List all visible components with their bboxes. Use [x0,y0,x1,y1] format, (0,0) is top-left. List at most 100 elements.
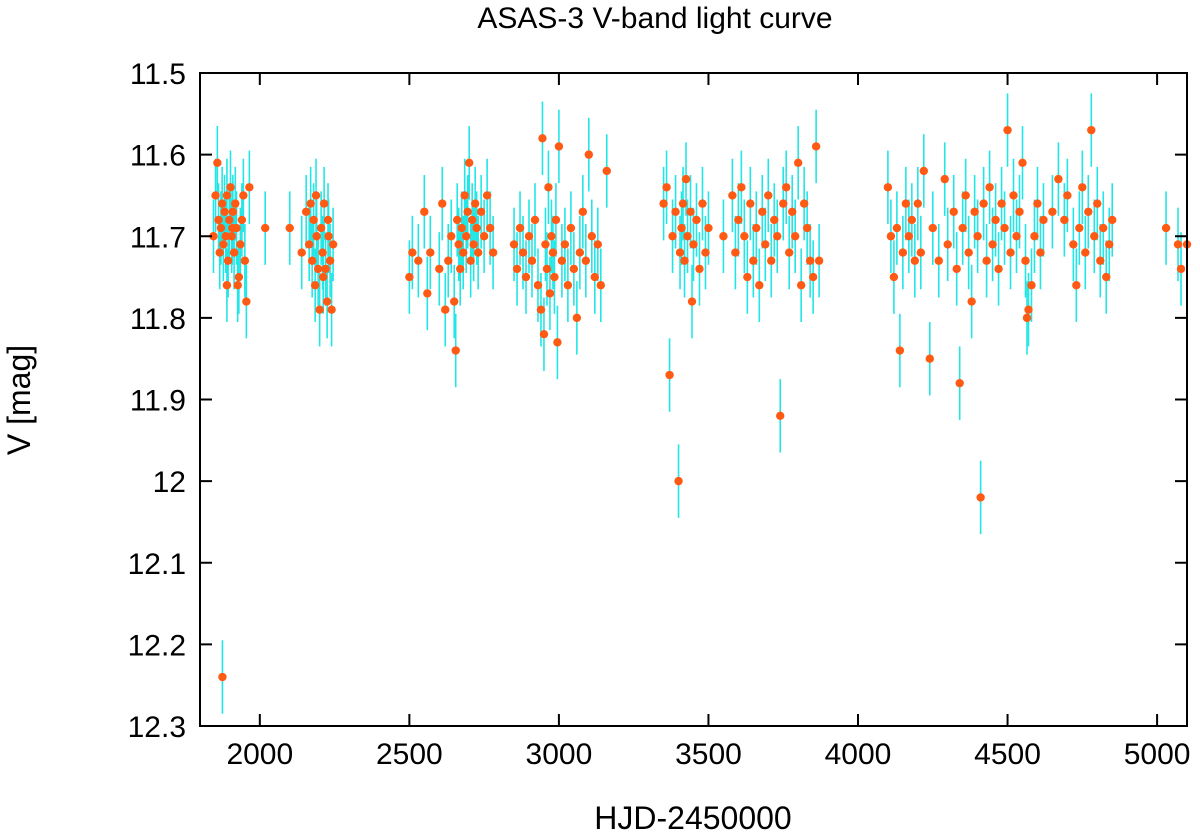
data-point [521,272,531,282]
data-point [245,183,254,192]
data-point [997,199,1006,208]
data-point [698,199,707,208]
data-point [773,232,782,241]
data-point [325,256,335,265]
data-point [1009,191,1018,200]
data-point [776,411,785,421]
data-point [681,174,691,184]
data-point [213,158,222,167]
data-point [466,256,475,265]
data-point [542,264,552,274]
data-point [1078,183,1087,192]
data-point [1030,232,1039,241]
data-point [662,183,671,192]
data-point [220,207,229,216]
data-point [805,256,815,265]
data-point [1087,125,1096,135]
data-point [587,232,597,241]
data-point [457,223,466,233]
data-point [463,207,472,216]
data-point [226,183,235,192]
data-point [547,232,556,241]
data-point [955,378,964,388]
data-point [1024,305,1033,314]
data-point [1081,248,1090,257]
data-point [584,150,594,159]
data-point [731,248,740,257]
data-point [319,272,328,282]
data-point [237,215,247,225]
data-point [518,248,528,257]
data-point [467,215,477,225]
data-point [515,223,525,233]
data-point [482,191,492,200]
data-point [764,191,773,200]
data-point [1090,232,1099,241]
data-point [444,256,453,265]
data-point [788,207,797,216]
data-point [728,191,737,200]
y-tick-label: 12 [153,466,186,499]
data-point [550,272,559,282]
data-point [701,248,710,257]
data-point [719,232,728,241]
data-point [1015,207,1024,216]
data-point [668,232,677,241]
data-point [1096,256,1105,265]
data-point [551,215,561,225]
x-axis-ticks: 2000 2500 3000 3500 4000 4500 5000 [226,73,1190,771]
data-point [925,354,934,363]
y-tick-label: 11.5 [130,58,186,91]
data-point [297,248,306,257]
data-point [313,264,323,274]
data-point [796,281,806,290]
data-point [261,223,270,233]
data-point [414,256,423,265]
data-point [1003,125,1012,135]
data-point [602,166,611,176]
data-point [1102,272,1111,282]
data-point [322,297,332,306]
data-point [227,232,236,241]
data-point [782,183,791,192]
data-point [233,281,242,290]
data-point [943,240,952,249]
data-point [318,248,327,257]
data-point [236,240,245,249]
y-tick-label: 12.1 [128,548,186,581]
data-point [1027,281,1036,290]
data-point [459,248,468,257]
data-point [239,191,248,200]
plot-frame [199,72,1188,727]
data-point [530,215,540,225]
data-point [473,248,483,257]
data-point [785,248,794,257]
data-point [790,232,800,241]
data-point [557,256,567,265]
data-point [222,281,232,290]
data-point [994,264,1003,274]
y-axis-label: V [mag] [1,345,37,455]
data-point [536,305,546,314]
data-point [895,346,905,355]
data-point [472,223,481,233]
data-point [1036,248,1045,257]
data-point [793,158,803,167]
data-point [749,256,758,265]
data-point [1084,207,1093,216]
data-point [949,207,958,216]
data-point [456,264,465,274]
data-point [221,232,230,241]
data-point [985,183,994,192]
x-tick-label: 4500 [974,738,1041,771]
data-point [883,183,893,192]
x-tick-label: 4000 [825,738,892,771]
data-point [593,240,602,249]
data-point [689,240,698,249]
data-point [285,223,294,233]
data-point [1072,281,1081,290]
data-point [1173,240,1183,249]
data-point [328,240,338,249]
data-point [405,272,414,282]
data-point [1039,215,1048,225]
